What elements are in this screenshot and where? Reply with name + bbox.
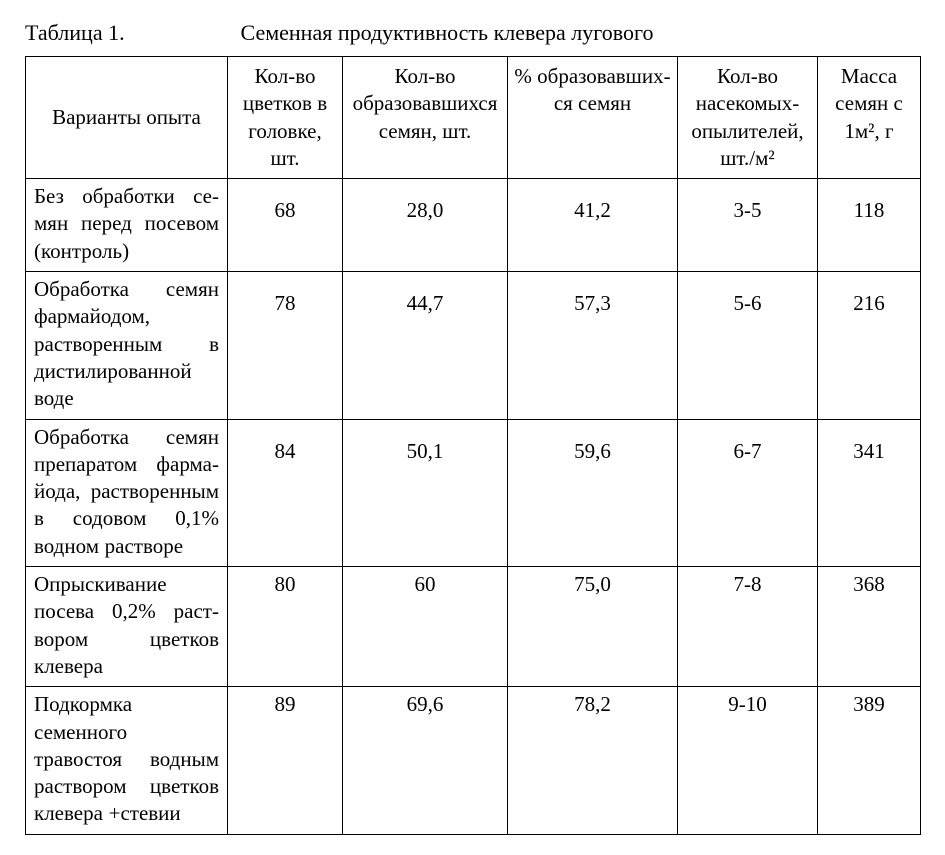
table-header-row: Варианты опыта Кол-во цветков в головке,… (26, 57, 921, 179)
table-number: Таблица 1. (25, 20, 235, 46)
cell-value: 368 (818, 567, 921, 687)
cell-value: 118 (818, 179, 921, 272)
table-row: Подкормка семенного травостоя водным рас… (26, 687, 921, 834)
table-row: Обработка семян препаратом фарма­йода, р… (26, 419, 921, 566)
table-body: Без обработки се­мян перед посевом (конт… (26, 179, 921, 835)
row-label: Опрыскивание посева 0,2% раст­вором цвет… (26, 567, 228, 687)
col-header-variants: Варианты опыта (26, 57, 228, 179)
cell-value: 68 (228, 179, 343, 272)
table-row: Обработка семян фармайодом, растворенным… (26, 272, 921, 419)
cell-value: 78,2 (508, 687, 678, 834)
col-header-mass: Масса семян с 1м², г (818, 57, 921, 179)
row-label: Обработка семян препаратом фарма­йода, р… (26, 419, 228, 566)
table-caption: Таблица 1. Семенная продуктивность клеве… (25, 20, 920, 46)
col-header-flowers: Кол-во цветков в головке, шт. (228, 57, 343, 179)
cell-value: 389 (818, 687, 921, 834)
row-label: Обработка семян фармайодом, растворенным… (26, 272, 228, 419)
cell-value: 28,0 (343, 179, 508, 272)
table-row: Без обработки се­мян перед посевом (конт… (26, 179, 921, 272)
col-header-percent: % образовавших­ся семян (508, 57, 678, 179)
cell-value: 6-7 (678, 419, 818, 566)
table-title: Семенная продуктивность клевера лугового (241, 20, 654, 45)
cell-value: 75,0 (508, 567, 678, 687)
cell-value: 44,7 (343, 272, 508, 419)
cell-value: 341 (818, 419, 921, 566)
cell-value: 57,3 (508, 272, 678, 419)
cell-value: 84 (228, 419, 343, 566)
cell-value: 89 (228, 687, 343, 834)
cell-value: 59,6 (508, 419, 678, 566)
row-label: Подкормка семенного травостоя водным рас… (26, 687, 228, 834)
cell-value: 3-5 (678, 179, 818, 272)
cell-value: 80 (228, 567, 343, 687)
cell-value: 69,6 (343, 687, 508, 834)
table-header: Варианты опыта Кол-во цветков в головке,… (26, 57, 921, 179)
table-row: Опрыскивание посева 0,2% раст­вором цвет… (26, 567, 921, 687)
cell-value: 216 (818, 272, 921, 419)
cell-value: 78 (228, 272, 343, 419)
cell-value: 7-8 (678, 567, 818, 687)
cell-value: 50,1 (343, 419, 508, 566)
cell-value: 41,2 (508, 179, 678, 272)
cell-value: 60 (343, 567, 508, 687)
cell-value: 5-6 (678, 272, 818, 419)
row-label: Без обработки се­мян перед посевом (конт… (26, 179, 228, 272)
col-header-pollinators: Кол-во насекомых-опылителей, шт./м² (678, 57, 818, 179)
cell-value: 9-10 (678, 687, 818, 834)
col-header-seeds: Кол-во образовавших­ся семян, шт. (343, 57, 508, 179)
data-table: Варианты опыта Кол-во цветков в головке,… (25, 56, 921, 835)
